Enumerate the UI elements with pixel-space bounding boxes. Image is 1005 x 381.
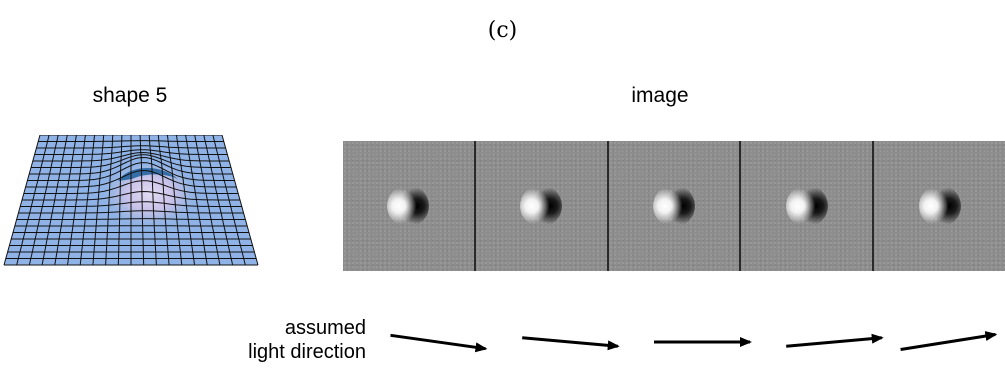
mesh-grid-line (194, 135, 221, 266)
light-direction-label: assumed light direction (180, 316, 366, 364)
panel-label: (c) (487, 18, 518, 43)
light-label-line2: light direction (248, 341, 366, 363)
mesh-grid-line (18, 210, 244, 214)
shading-blob (918, 185, 961, 227)
light-direction-arrows (390, 331, 998, 353)
mesh-grid-line (20, 201, 242, 207)
image-frame (872, 141, 1005, 271)
mesh-grid-line (139, 135, 145, 266)
shading-blob (520, 185, 563, 227)
mesh-grid-line (148, 135, 157, 266)
shading-blob (387, 185, 430, 227)
mesh-grid-line (221, 135, 259, 266)
image-strip (343, 141, 1005, 271)
shading-blob (652, 185, 695, 227)
image-frame (606, 141, 740, 271)
mesh-grid-line (203, 135, 234, 266)
mesh-grid-line (185, 135, 208, 266)
image-frame (739, 141, 873, 271)
light-direction-arrow-icon (522, 336, 620, 351)
bump-shadow (118, 167, 178, 181)
shape-heading: shape 5 (92, 84, 168, 107)
mesh-grid-line (16, 218, 246, 220)
light-direction-arrow-icon (786, 333, 884, 348)
mesh-grid-line (157, 135, 170, 266)
light-direction-arrow-icon (900, 331, 998, 351)
light-label-line1: assumed (284, 317, 366, 339)
image-heading: image (631, 84, 689, 107)
image-frame (343, 141, 474, 271)
mesh-grid-line (166, 135, 183, 266)
light-direction-arrow-icon (390, 333, 488, 353)
shading-blob (785, 185, 828, 227)
mesh-grid-line (212, 135, 246, 266)
mesh-grid-line (176, 135, 195, 266)
image-frame (473, 141, 607, 271)
mesh-grid-line (22, 190, 240, 201)
shape-surface-mesh (3, 135, 259, 266)
